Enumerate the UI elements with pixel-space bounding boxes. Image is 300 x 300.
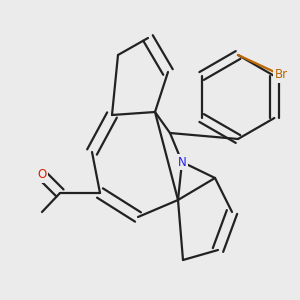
Text: Br: Br [274,68,288,82]
Text: N: N [178,155,186,169]
Text: O: O [38,169,46,182]
